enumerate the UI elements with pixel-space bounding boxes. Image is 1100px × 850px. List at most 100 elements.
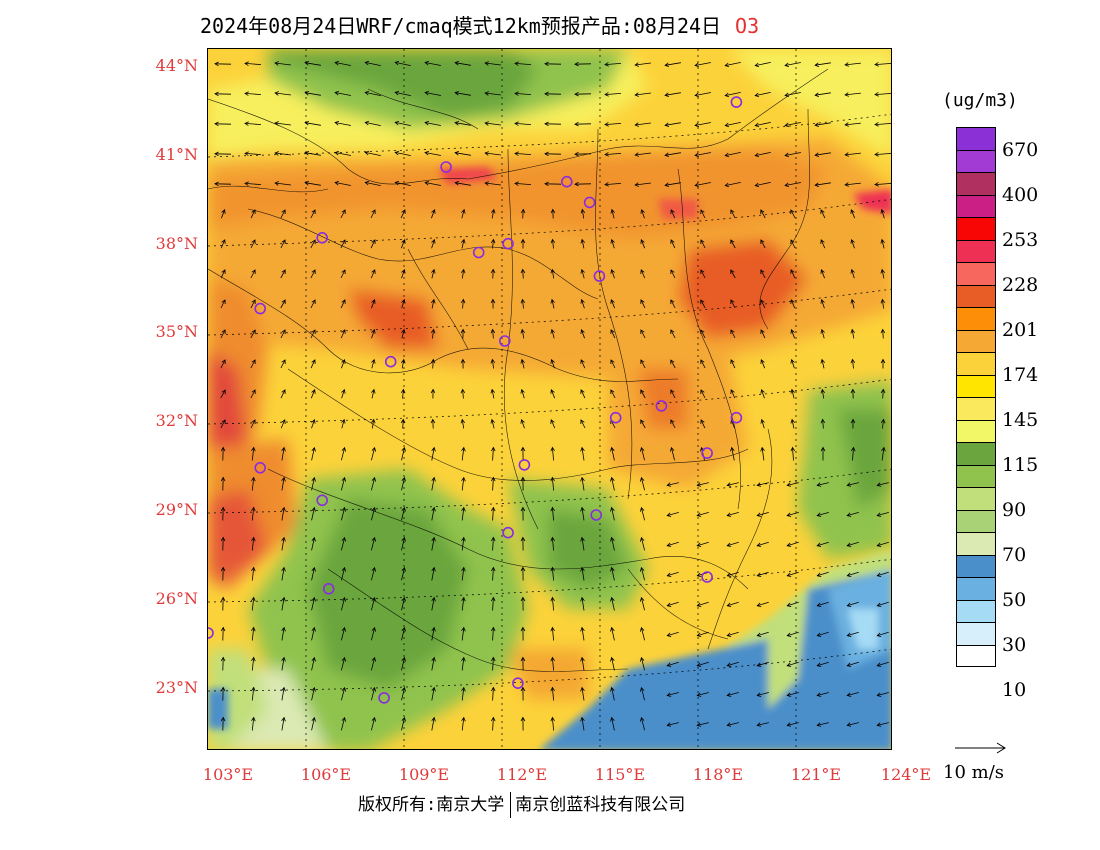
wind-arrow	[341, 687, 345, 701]
wind-arrow	[401, 447, 405, 461]
wind-arrow-head	[696, 692, 702, 697]
wind-arrow	[310, 269, 316, 279]
wind-arrow-head	[670, 269, 675, 275]
wind-arrow	[311, 537, 315, 551]
wind-arrow-head	[251, 596, 256, 602]
wind-arrow-head	[281, 239, 286, 245]
wind-arrow	[635, 122, 651, 126]
wind-arrow	[881, 447, 885, 461]
wind-arrow-head	[311, 596, 316, 602]
wind-arrow-head	[850, 298, 855, 304]
wind-arrow	[250, 419, 256, 429]
wind-arrow-head	[461, 446, 466, 452]
wind-arrow-head	[431, 626, 436, 632]
wind-arrow	[340, 209, 346, 219]
wind-arrow	[815, 62, 831, 66]
wind-arrow	[552, 447, 554, 461]
wind-arrow-head	[730, 269, 735, 274]
wind-arrow-head	[401, 716, 406, 722]
wind-arrow	[461, 657, 465, 671]
wind-arrow	[700, 329, 706, 339]
wind-arrow-head	[786, 512, 792, 517]
legend-swatch	[956, 509, 996, 532]
wind-arrow	[700, 389, 706, 399]
wind-arrow-head	[311, 716, 316, 722]
wind-reference-arrow	[955, 742, 1006, 754]
wind-arrow	[431, 597, 435, 611]
wind-arrow-head	[251, 716, 256, 722]
wind-arrow-head	[730, 299, 735, 305]
wind-arrow-head	[850, 209, 855, 214]
wind-arrow-head	[401, 596, 406, 602]
wind-arrow-head	[544, 151, 549, 157]
wind-arrow-head	[371, 239, 376, 244]
wind-arrow	[335, 182, 351, 186]
wind-arrow-head	[726, 692, 732, 697]
wind-arrow	[667, 571, 679, 577]
legend-label: 115	[1002, 453, 1039, 476]
wind-arrow	[730, 269, 736, 279]
wind-arrow-head	[281, 626, 286, 632]
wind-arrow-head	[876, 542, 882, 547]
wind-arrow	[280, 419, 286, 429]
wind-arrow	[425, 152, 441, 156]
wind-arrow	[461, 419, 465, 429]
wind-arrow	[485, 62, 501, 66]
wind-arrow-head	[394, 150, 400, 156]
wind-arrow-head	[580, 419, 585, 425]
wind-arrow-head	[574, 91, 579, 97]
wind-arrow-head	[514, 181, 519, 186]
wind-arrow-head	[760, 299, 765, 305]
wind-arrow	[220, 359, 226, 369]
wind-arrow-head	[580, 656, 585, 662]
city-marker	[208, 627, 214, 639]
wind-arrow	[220, 269, 226, 279]
wind-arrow	[431, 657, 435, 671]
wind-arrow	[760, 239, 766, 249]
wind-arrow	[340, 239, 346, 249]
wind-arrow	[697, 722, 709, 726]
wind-arrow-head	[490, 358, 496, 364]
wind-arrow-head	[754, 182, 760, 188]
wind-arrow-head	[371, 536, 376, 542]
wind-arrow	[431, 507, 435, 521]
wind-arrow-head	[610, 566, 615, 572]
wind-arrow	[787, 512, 799, 516]
wind-arrow-head	[401, 239, 406, 244]
wind-arrow-head	[460, 358, 466, 364]
wind-arrow-head	[844, 182, 849, 187]
wind-arrow-head	[634, 152, 639, 157]
wind-arrow	[845, 122, 861, 126]
wind-arrow	[221, 209, 225, 219]
wind-arrow	[882, 419, 884, 429]
wind-arrow-head	[666, 572, 672, 577]
wind-arrow	[492, 657, 494, 671]
city-marker	[701, 571, 713, 583]
wind-arrow-head	[484, 181, 489, 186]
wind-arrow	[845, 92, 861, 96]
wind-arrow	[395, 62, 411, 66]
wind-arrow-head	[846, 572, 852, 577]
wind-arrow-head	[281, 329, 286, 335]
wind-arrow	[341, 389, 345, 399]
wind-arrow	[310, 359, 316, 369]
legend-swatch	[956, 644, 996, 667]
wind-arrow	[485, 152, 501, 156]
wind-arrow	[847, 722, 859, 726]
wind-arrow	[790, 299, 796, 309]
wind-arrow	[431, 239, 435, 249]
wind-arrow	[697, 661, 709, 667]
wind-arrow	[727, 541, 739, 547]
wind-arrow-head	[400, 418, 406, 424]
wind-arrow	[727, 512, 739, 516]
wind-arrow	[250, 299, 256, 309]
wind-arrow	[310, 389, 316, 399]
wind-arrow-head	[694, 152, 700, 158]
wind-arrow-head	[221, 209, 226, 214]
wind-arrow-head	[640, 359, 645, 365]
wind-arrow	[851, 329, 855, 339]
wind-arrow-head	[726, 512, 732, 517]
city-marker	[583, 196, 596, 209]
wind-arrow-head	[274, 61, 279, 66]
wind-arrow-head	[670, 299, 675, 305]
